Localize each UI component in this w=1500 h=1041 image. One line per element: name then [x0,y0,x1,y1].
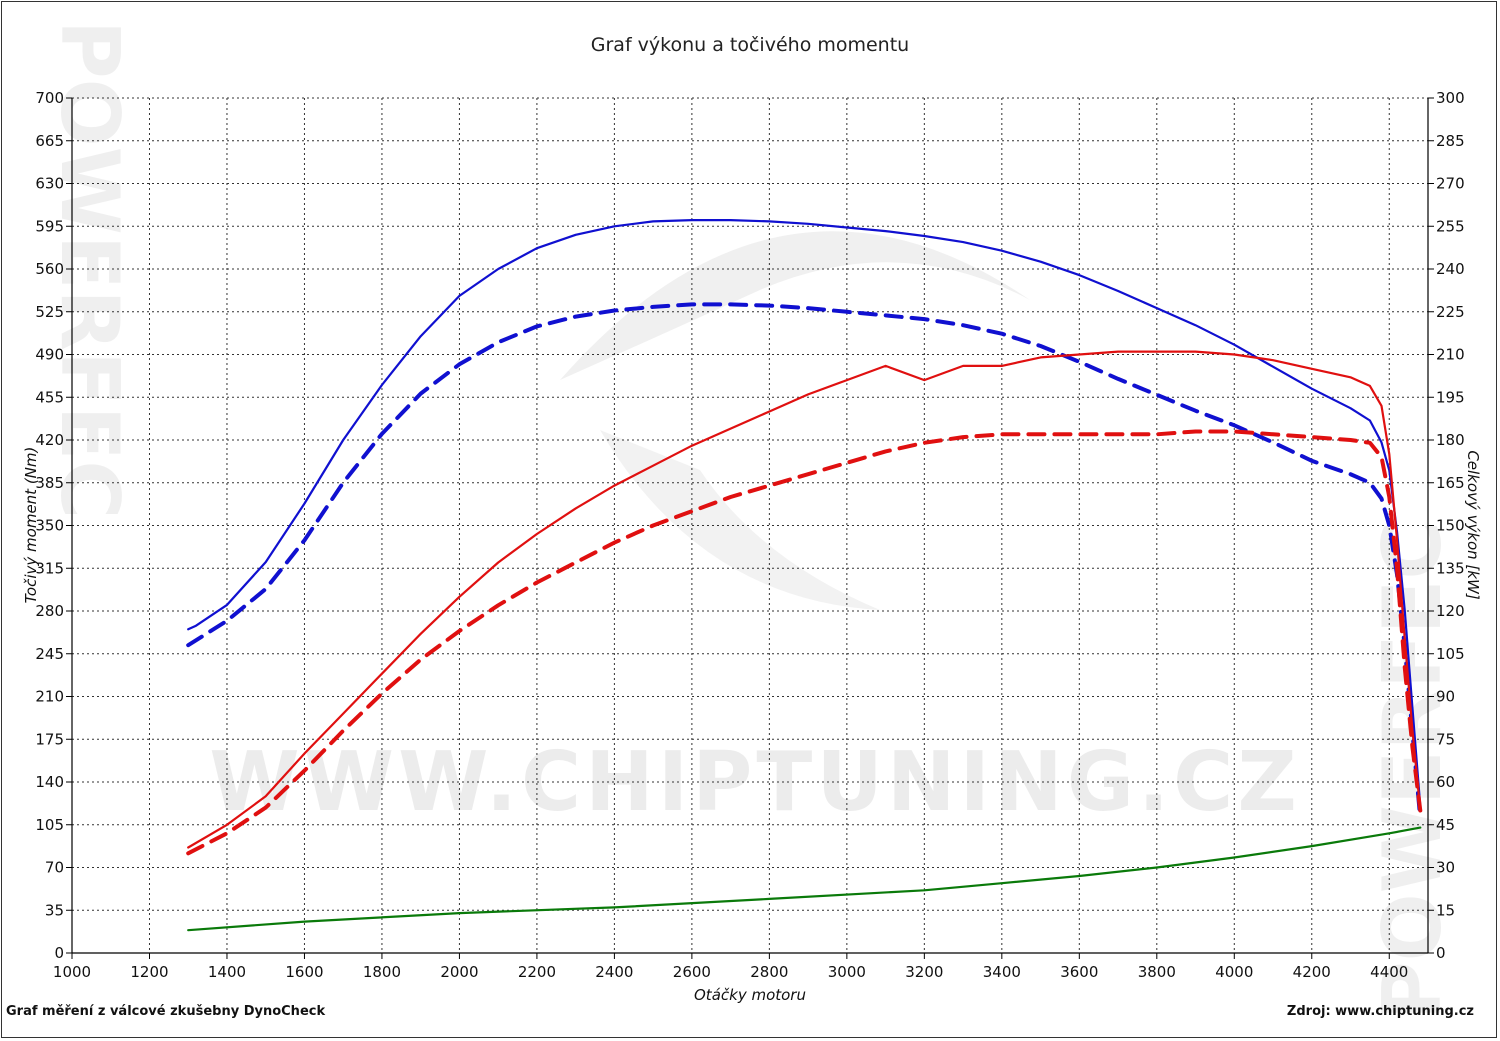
y-left-tick-label: 70 [45,859,64,877]
y-right-tick-label: 180 [1436,431,1465,449]
footer-source-link: Zdroj: www.chiptuning.cz [1286,1004,1474,1019]
x-tick-label: 3600 [1060,963,1098,981]
y-right-tick-label: 300 [1436,89,1465,107]
y-left-tick-label: 525 [35,303,64,321]
x-tick-label: 3800 [1138,963,1176,981]
y-left-tick-label: 455 [35,388,64,406]
x-axis-label: Otáčky motoru [694,986,806,1004]
y-right-tick-label: 150 [1436,517,1465,535]
x-tick-label: 1600 [285,963,323,981]
y-right-tick-label: 75 [1436,730,1455,748]
y-left-tick-label: 280 [35,602,64,620]
y-right-tick-label: 195 [1436,388,1465,406]
y-right-tick-label: 165 [1436,474,1465,492]
side-watermark-right: POWERFEC [1366,521,1459,1020]
x-tick-label: 4000 [1215,963,1253,981]
series-line-3 [187,350,1422,849]
y-left-ticks: 0 35 70 105 140 175 210 245 280 315 350 385 420 455 49… [35,89,72,962]
y-left-tick-label: 140 [35,773,64,791]
y-left-tick-label: 35 [45,901,64,919]
x-tick-label: 2000 [440,963,478,981]
y-right-tick-label: 240 [1436,260,1465,278]
y-left-tick-label: 315 [35,559,64,577]
y-left-tick-label: 630 [35,175,64,193]
x-tick-label: 2800 [750,963,788,981]
y-right-tick-label: 45 [1436,816,1455,834]
y-right-tick-label: 270 [1436,175,1465,193]
y-left-tick-label: 245 [35,645,64,663]
y-left-tick-label: 210 [35,688,64,706]
y-right-ticks: 0 15 30 45 60 75 90 105 120 135 150 165 180 195 210 225… [1428,89,1465,962]
y-left-tick-label: 0 [54,944,64,962]
y-right-tick-label: 135 [1436,559,1465,577]
series-group [186,219,1423,932]
y-right-tick-label: 105 [1436,645,1465,663]
y-left-axis-label: Točivý moment (Nm) [22,447,40,604]
side-watermark-text: POWERFEC [43,20,136,519]
x-tick-label: 2600 [673,963,711,981]
series-line-2 [186,302,1423,821]
grid [72,97,1428,953]
x-tick-label: 1800 [363,963,401,981]
x-tick-label: 3200 [905,963,943,981]
y-right-tick-label: 255 [1436,217,1465,235]
y-right-tick-label: 225 [1436,303,1465,321]
side-watermark-text: POWERFEC [1366,521,1459,1020]
x-tick-label: 3400 [983,963,1021,981]
side-watermark-left: POWERFEC [43,20,136,519]
y-right-tick-label: 0 [1436,944,1446,962]
y-left-tick-label: 385 [35,474,64,492]
watermark-logo [560,231,1030,610]
x-tick-label: 1000 [53,963,91,981]
series-line-5 [187,826,1422,932]
y-left-tick-label: 700 [35,89,64,107]
x-ticks: 1000 1200 1400 1600 1800 2000 2200 2400 2600 2800… [53,953,1408,981]
footer-source-note: Graf měření z válcové zkušebny DynoCheck [6,1004,326,1019]
y-left-tick-label: 105 [35,816,64,834]
y-left-tick-label: 175 [35,730,64,748]
y-right-tick-label: 90 [1436,688,1455,706]
series-line-4 [186,429,1423,856]
y-right-axis-label: Celkový výkon [kW] [1464,450,1482,600]
x-tick-label: 4200 [1293,963,1331,981]
y-left-tick-label: 560 [35,260,64,278]
series-line-1 [187,219,1422,808]
x-tick-label: 3000 [828,963,866,981]
x-tick-label: 1400 [208,963,246,981]
y-right-tick-label: 210 [1436,346,1465,364]
y-left-tick-label: 350 [35,517,64,535]
x-tick-label: 4400 [1370,963,1408,981]
y-right-tick-label: 60 [1436,773,1455,791]
y-right-tick-label: 120 [1436,602,1465,620]
y-left-tick-label: 420 [35,431,64,449]
x-tick-label: 2400 [595,963,633,981]
chart-title: Graf výkonu a točivého momentu [590,34,910,56]
y-left-tick-label: 665 [35,132,64,150]
x-tick-label: 1200 [130,963,168,981]
y-right-tick-label: 285 [1436,132,1465,150]
y-left-tick-label: 595 [35,217,64,235]
x-tick-label: 2200 [518,963,556,981]
y-right-tick-label: 15 [1436,901,1455,919]
y-left-tick-label: 490 [35,346,64,364]
y-right-tick-label: 30 [1436,859,1455,877]
